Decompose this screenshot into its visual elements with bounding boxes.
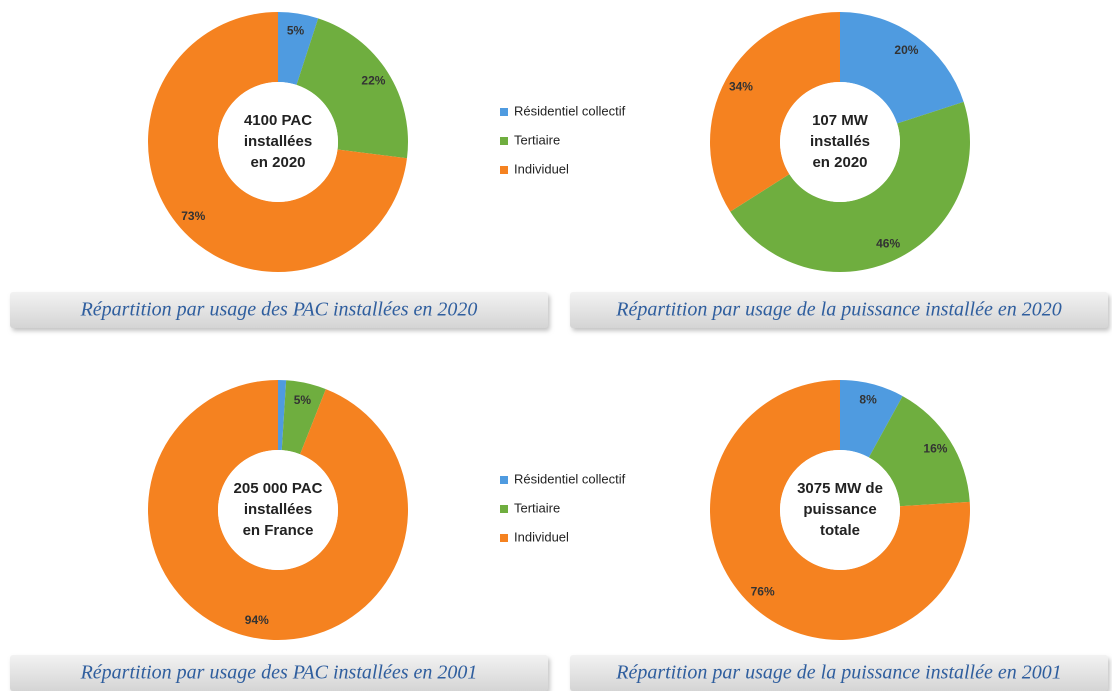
slice-label: 76% [751,585,775,599]
center-text: totale [820,522,860,539]
slice-label: 5% [287,24,305,38]
center-text: 205 000 PAC [234,480,323,497]
donut-hole [780,450,900,570]
legend-swatch [500,534,508,542]
donut-slice [147,380,409,640]
caption-box [570,292,1108,328]
legend-label: Tertiaire [514,132,560,147]
legend-swatch [500,476,508,484]
slice-label: 22% [361,74,385,88]
slice-label: 73% [181,209,205,223]
donut-slice [281,380,326,455]
center-text: en 2020 [250,154,305,171]
slice-label: 5% [294,393,312,407]
slice-label: 46% [876,236,900,250]
center-text: 107 MW [812,112,869,129]
legend-label: Résidentiel collectif [514,103,626,118]
donut-slice [278,12,319,85]
donut-slice [840,380,903,458]
legend-swatch [500,505,508,513]
donut-slice [148,12,407,272]
donut-slice [730,101,970,272]
donut-hole [218,450,338,570]
slice-label: 16% [923,442,947,456]
center-text: en France [243,522,314,539]
slice-label: 8% [859,393,877,407]
donut-slice [278,380,287,451]
legend-label: Tertiaire [514,500,560,515]
center-text: installées [244,501,312,518]
center-text: puissance [803,501,876,518]
caption: Répartition par usage de la puissance in… [615,299,1062,321]
center-text: 3075 MW de [797,480,883,497]
slice-label: 34% [729,80,753,94]
donut-hole [218,82,338,202]
center-text: 4100 PAC [244,112,312,129]
caption: Répartition par usage de la puissance in… [615,662,1062,684]
slice-label: 20% [894,43,918,57]
caption: Répartition par usage des PAC installées… [80,662,478,684]
caption-box [10,292,548,328]
legend-swatch [500,166,508,174]
legend-label: Individuel [514,161,569,176]
center-text: installées [244,133,312,150]
caption-box [570,655,1108,691]
caption-box [10,655,548,691]
donut-slice [868,396,970,507]
legend-label: Résidentiel collectif [514,471,626,486]
caption: Répartition par usage des PAC installées… [80,299,478,321]
center-text: installés [810,133,870,150]
donut-slice [710,12,840,212]
donut-slice [840,12,964,124]
slice-label: 94% [245,613,269,627]
donut-slice [709,380,970,640]
legend-swatch [500,137,508,145]
legend-swatch [500,108,508,116]
donut-slice [296,18,408,159]
center-text: en 2020 [812,154,867,171]
donut-hole [780,82,900,202]
legend-label: Individuel [514,529,569,544]
